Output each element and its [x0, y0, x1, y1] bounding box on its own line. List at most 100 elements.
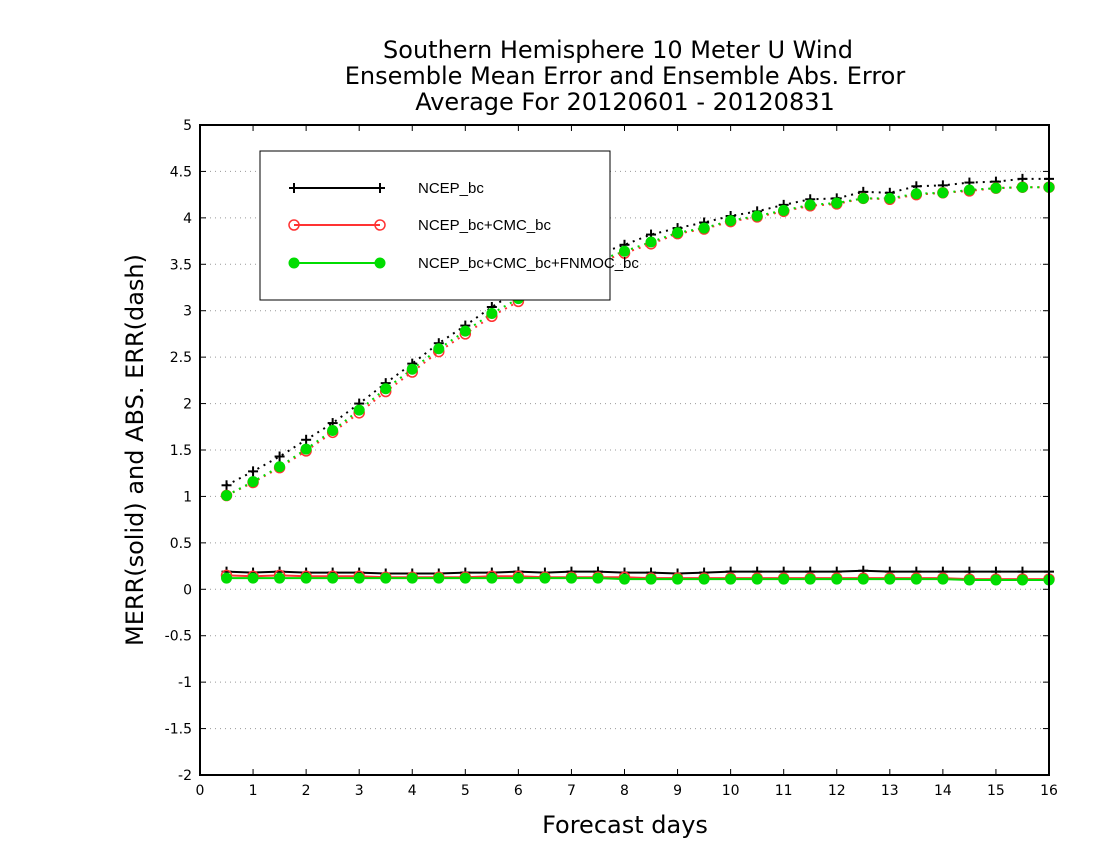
series-2-merr-point — [910, 573, 922, 585]
series-0-abs-err-point — [274, 451, 285, 462]
series-2-abs-err-point — [406, 363, 418, 375]
series-2-merr-point — [327, 572, 339, 584]
x-tick-label: 5 — [461, 783, 470, 799]
y-axis-label: MERR(solid) and ABS. ERR(dash) — [121, 254, 149, 646]
chart-title-line-2: Ensemble Mean Error and Ensemble Abs. Er… — [345, 62, 906, 90]
y-tick-label: 4 — [183, 211, 192, 227]
series-2-merr-point — [804, 573, 816, 585]
series-2-abs-err-point — [327, 425, 339, 436]
series-2-abs-err-point — [725, 215, 737, 227]
series-markers — [220, 173, 1055, 586]
series-0-abs-err-line — [226, 177, 1049, 487]
series-2-merr-point — [565, 572, 577, 584]
series-2-abs-err-point — [380, 383, 392, 395]
series-2-abs-err-point — [1016, 181, 1028, 193]
series-2-merr-point — [725, 573, 737, 585]
series-2-abs-err-point — [645, 236, 657, 248]
legend-label-2: NCEP_bc+CMC_bc+FNMOC_bc — [418, 255, 639, 272]
series-2-merr-point — [221, 572, 233, 584]
legend: NCEP_bc NCEP_bc+CMC_bc NCEP_bc+CMC_bc+FNMO… — [259, 150, 639, 301]
y-tick-label: 3.5 — [170, 257, 192, 273]
x-tick-label: 1 — [249, 783, 258, 799]
x-axis-label: Forecast days — [542, 811, 708, 839]
legend-marker-1 — [288, 219, 300, 231]
series-2-abs-err-point — [751, 210, 763, 222]
x-tick-label: 11 — [775, 783, 793, 799]
y-axis-ticks: -2 -1.5 -1 -0.5 0 0.5 1 1.5 2 2.5 3 3.5 4 4.5 5 — [165, 118, 1049, 784]
series-2-merr-point — [406, 572, 418, 584]
series-2-merr-point — [884, 573, 896, 585]
series-2-merr-point — [274, 572, 286, 584]
series-2-merr-point — [247, 572, 259, 584]
y-tick-label: 0.5 — [170, 536, 192, 552]
y-tick-label: 0 — [183, 582, 192, 598]
x-tick-label: 6 — [514, 783, 523, 799]
y-tick-label: 5 — [183, 118, 192, 134]
series-2-abs-err-point — [486, 308, 498, 319]
y-tick-label: -1 — [178, 675, 192, 691]
series-2-merr-point — [353, 572, 365, 584]
series-2-merr-point — [990, 574, 1002, 586]
legend-marker-2 — [288, 257, 300, 269]
series-2-merr-point — [539, 572, 551, 584]
y-tick-label: -1.5 — [165, 722, 192, 738]
series-2-abs-err-point — [619, 245, 630, 257]
x-tick-label: 12 — [828, 783, 846, 799]
x-axis-ticks: 0 1 2 3 4 5 6 7 8 9 10 11 12 13 14 15 16 — [196, 125, 1058, 799]
series-2-merr-point — [300, 572, 312, 584]
y-tick-label: -2 — [178, 768, 192, 784]
series-2-merr-point — [1016, 574, 1028, 586]
y-tick-label: -0.5 — [165, 629, 192, 645]
series-2-merr-point — [937, 573, 949, 585]
chart-title: Southern Hemisphere 10 Meter U Wind Ense… — [345, 36, 906, 116]
series-0-abs-err-point — [248, 466, 259, 477]
legend-label-0: NCEP_bc — [418, 180, 484, 197]
series-2-merr-point — [459, 572, 471, 584]
series-2-merr-line — [226, 577, 1049, 581]
series-2-abs-err-point — [778, 204, 790, 216]
series-0-abs-err-point — [301, 434, 312, 445]
x-tick-label: 8 — [620, 783, 629, 799]
series-2-merr-point — [672, 573, 684, 585]
chart-title-line-1: Southern Hemisphere 10 Meter U Wind — [383, 36, 853, 64]
series-2-abs-err-point — [698, 222, 710, 234]
legend-label-1: NCEP_bc+CMC_bc — [418, 217, 551, 234]
legend-marker-2 — [374, 257, 386, 269]
series-2-merr-point — [380, 572, 392, 584]
x-tick-label: 16 — [1040, 783, 1058, 799]
x-tick-label: 0 — [196, 783, 205, 799]
x-tick-label: 9 — [673, 783, 682, 799]
y-tick-label: 1.5 — [170, 443, 192, 459]
series-2-merr-point — [857, 573, 869, 585]
series-2-merr-point — [619, 573, 630, 585]
legend-marker-0 — [375, 183, 385, 193]
series-2-abs-err-point — [672, 227, 684, 239]
y-tick-label: 3 — [183, 304, 192, 320]
series-0-abs-err-point — [221, 480, 232, 491]
series-2-abs-err-point — [910, 188, 922, 200]
series-2-abs-err-point — [937, 187, 949, 199]
series-2-merr-point — [751, 573, 763, 585]
legend-marker-0 — [289, 183, 299, 193]
y-tick-label: 1 — [183, 489, 192, 505]
series-2-merr-point — [512, 572, 524, 584]
x-tick-label: 3 — [355, 783, 364, 799]
series-2-merr-point — [778, 573, 790, 585]
series-0-merr-line — [226, 569, 1049, 575]
series-2-abs-err-point — [857, 192, 869, 204]
series-2-merr-point — [963, 574, 975, 586]
x-tick-label: 2 — [302, 783, 311, 799]
x-tick-label: 13 — [881, 783, 899, 799]
series-2-abs-err-point — [433, 343, 445, 355]
series-2-abs-err-point — [459, 325, 471, 337]
y-tick-label: 2 — [183, 397, 192, 413]
series-2-merr-point — [698, 573, 710, 585]
series-2-merr-point — [645, 573, 657, 585]
series-2-abs-err-point — [804, 199, 816, 211]
legend-items: NCEP_bc NCEP_bc+CMC_bc NCEP_bc+CMC_bc+FNMO… — [288, 180, 639, 272]
series-2-abs-err-point — [831, 197, 843, 209]
series-2-abs-err-point — [884, 192, 896, 204]
series-2-abs-err-point — [353, 404, 365, 416]
legend-marker-1 — [374, 219, 386, 231]
